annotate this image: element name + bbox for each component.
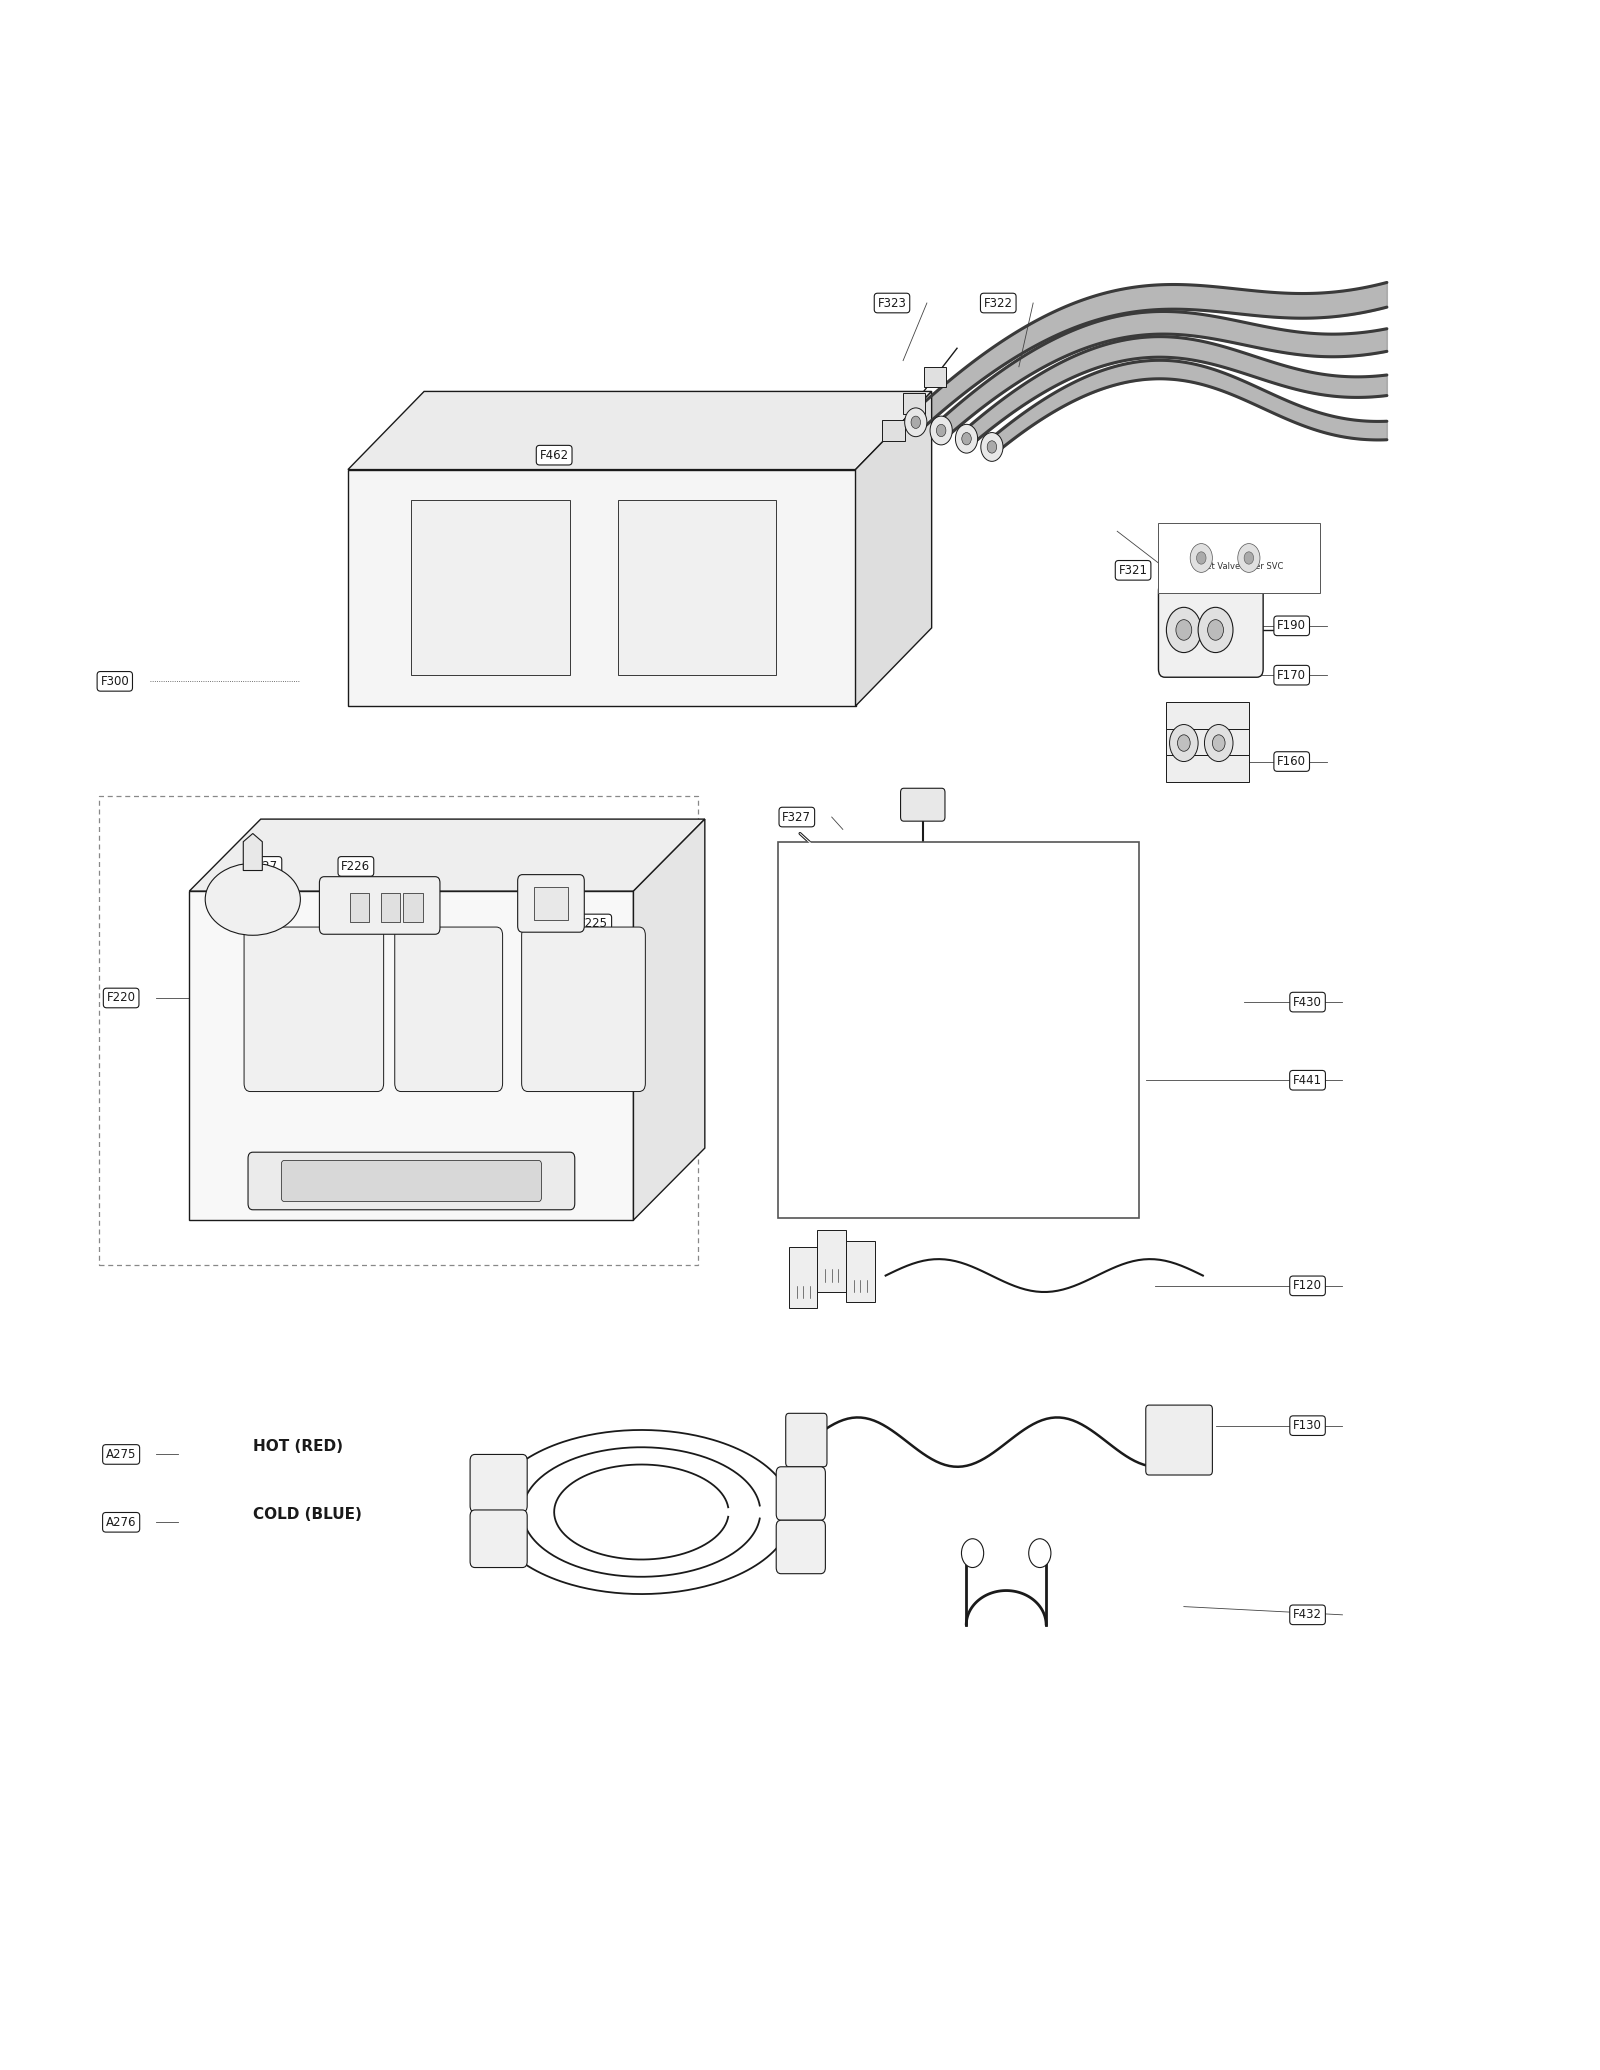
Text: F170: F170 [1277, 669, 1306, 681]
Circle shape [962, 1538, 984, 1567]
FancyBboxPatch shape [533, 886, 568, 919]
Text: F327: F327 [782, 811, 811, 824]
Circle shape [1166, 607, 1202, 652]
Polygon shape [634, 820, 706, 1219]
FancyBboxPatch shape [1146, 1406, 1213, 1476]
FancyBboxPatch shape [901, 789, 946, 822]
FancyBboxPatch shape [1166, 729, 1250, 756]
Text: F430: F430 [1293, 996, 1322, 1008]
FancyBboxPatch shape [789, 1246, 818, 1308]
Text: F321: F321 [1118, 563, 1147, 578]
Circle shape [1029, 1538, 1051, 1567]
Ellipse shape [205, 863, 301, 936]
Circle shape [1198, 607, 1234, 652]
Circle shape [904, 408, 926, 437]
Text: F322: F322 [984, 296, 1013, 310]
Circle shape [936, 424, 946, 437]
FancyBboxPatch shape [846, 1240, 875, 1302]
FancyBboxPatch shape [776, 1468, 826, 1519]
Text: HOT (RED): HOT (RED) [253, 1439, 342, 1453]
Polygon shape [618, 501, 776, 675]
Polygon shape [856, 391, 931, 706]
FancyBboxPatch shape [1158, 582, 1262, 677]
Circle shape [930, 416, 952, 445]
Circle shape [981, 433, 1003, 462]
Circle shape [910, 416, 920, 428]
Polygon shape [189, 820, 706, 890]
Text: F120: F120 [1293, 1279, 1322, 1292]
FancyBboxPatch shape [776, 1519, 826, 1573]
FancyBboxPatch shape [902, 393, 925, 414]
FancyBboxPatch shape [395, 927, 502, 1091]
Text: COLD (BLUE): COLD (BLUE) [253, 1507, 362, 1521]
FancyBboxPatch shape [320, 878, 440, 934]
FancyBboxPatch shape [470, 1509, 526, 1567]
Circle shape [1238, 544, 1259, 573]
Text: F190: F190 [1277, 619, 1306, 631]
FancyBboxPatch shape [1166, 756, 1250, 782]
Circle shape [987, 441, 997, 453]
Polygon shape [347, 470, 856, 706]
FancyBboxPatch shape [470, 1455, 526, 1511]
Circle shape [955, 424, 978, 453]
FancyBboxPatch shape [403, 892, 422, 921]
Circle shape [1197, 553, 1206, 565]
Text: A276: A276 [106, 1515, 136, 1530]
FancyBboxPatch shape [778, 842, 1139, 1217]
FancyBboxPatch shape [349, 892, 368, 921]
Circle shape [962, 433, 971, 445]
FancyBboxPatch shape [282, 1161, 541, 1201]
Polygon shape [189, 890, 634, 1219]
Text: F160: F160 [1277, 756, 1306, 768]
Polygon shape [411, 501, 570, 675]
Text: F323: F323 [877, 296, 907, 310]
FancyBboxPatch shape [518, 876, 584, 932]
Text: F300: F300 [101, 675, 130, 687]
Text: F226: F226 [341, 859, 371, 874]
Text: F462: F462 [539, 449, 568, 462]
Circle shape [1205, 724, 1234, 762]
FancyBboxPatch shape [245, 927, 384, 1091]
Circle shape [1213, 735, 1226, 751]
Text: A275: A275 [106, 1447, 136, 1461]
FancyBboxPatch shape [1158, 524, 1320, 592]
Circle shape [1190, 544, 1213, 573]
FancyBboxPatch shape [1166, 702, 1250, 729]
FancyBboxPatch shape [923, 366, 946, 387]
Circle shape [1208, 619, 1224, 640]
FancyBboxPatch shape [818, 1230, 846, 1292]
Text: F130: F130 [1293, 1420, 1322, 1432]
Circle shape [1245, 553, 1254, 565]
FancyBboxPatch shape [883, 420, 904, 441]
Circle shape [1176, 619, 1192, 640]
Circle shape [1178, 735, 1190, 751]
Text: F441: F441 [1293, 1074, 1322, 1087]
Text: Inlet Valve Filter SVC: Inlet Valve Filter SVC [1195, 561, 1283, 571]
Polygon shape [347, 391, 931, 470]
Text: F227: F227 [250, 859, 278, 874]
FancyBboxPatch shape [522, 927, 645, 1091]
FancyBboxPatch shape [381, 892, 400, 921]
FancyBboxPatch shape [786, 1414, 827, 1468]
Text: F432: F432 [1293, 1608, 1322, 1621]
Circle shape [1170, 724, 1198, 762]
Text: F225: F225 [579, 917, 608, 932]
FancyBboxPatch shape [248, 1153, 574, 1209]
Text: F220: F220 [107, 992, 136, 1004]
Polygon shape [243, 834, 262, 871]
